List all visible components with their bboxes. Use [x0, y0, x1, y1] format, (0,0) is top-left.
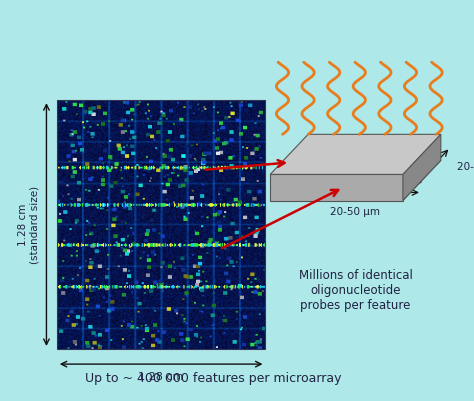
Text: 1.28 cm
(standard size): 1.28 cm (standard size): [18, 186, 39, 263]
Text: Millions of identical
oligonucleotide
probes per feature: Millions of identical oligonucleotide pr…: [299, 269, 412, 312]
Polygon shape: [270, 160, 441, 200]
Text: Up to ~ 400 000 features per microarray: Up to ~ 400 000 features per microarray: [85, 372, 342, 385]
Polygon shape: [403, 134, 441, 200]
Polygon shape: [270, 134, 441, 174]
Text: 20-50 μm: 20-50 μm: [330, 207, 381, 217]
Text: 1.28 cm: 1.28 cm: [138, 372, 184, 382]
Text: 20-50 μm: 20-50 μm: [457, 162, 474, 172]
Polygon shape: [270, 174, 403, 200]
Bar: [57, 100, 265, 349]
